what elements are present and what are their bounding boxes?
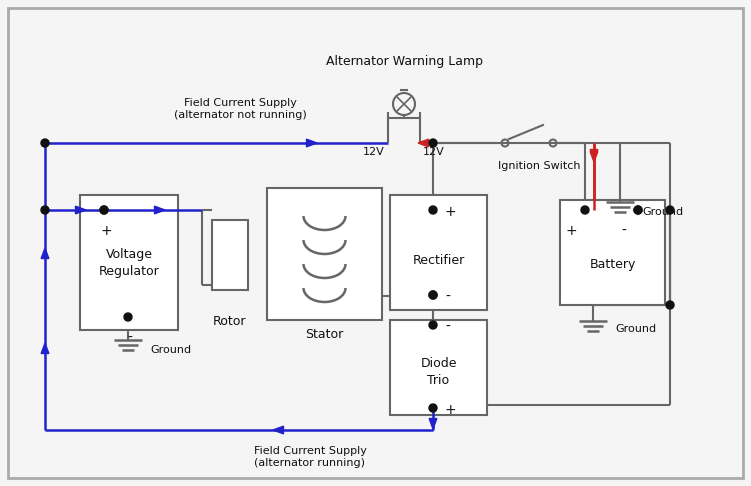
Circle shape — [429, 291, 437, 299]
Text: Field Current Supply
(alternator running): Field Current Supply (alternator running… — [254, 446, 366, 469]
Text: -: - — [445, 290, 450, 304]
Bar — [267, 188, 382, 320]
Polygon shape — [590, 152, 598, 162]
Polygon shape — [155, 206, 165, 214]
Circle shape — [41, 139, 49, 147]
Circle shape — [666, 206, 674, 214]
Circle shape — [634, 206, 642, 214]
Polygon shape — [273, 426, 283, 434]
Polygon shape — [306, 139, 317, 147]
Bar — [390, 320, 487, 415]
Polygon shape — [590, 150, 598, 160]
Circle shape — [429, 404, 437, 412]
Text: Voltage
Regulator: Voltage Regulator — [98, 247, 159, 278]
Polygon shape — [418, 139, 429, 147]
Text: Rectifier: Rectifier — [412, 254, 465, 267]
Circle shape — [100, 206, 108, 214]
Text: Ignition Switch: Ignition Switch — [498, 161, 581, 171]
Text: Alternator Warning Lamp: Alternator Warning Lamp — [325, 55, 482, 68]
Text: Field Current Supply
(alternator not running): Field Current Supply (alternator not run… — [173, 98, 306, 120]
Bar — [390, 195, 487, 310]
Text: +: + — [445, 403, 457, 417]
Bar — [80, 195, 178, 330]
Polygon shape — [41, 343, 49, 353]
Text: +: + — [100, 224, 112, 238]
Circle shape — [429, 139, 437, 147]
Circle shape — [124, 313, 132, 321]
Text: Ground: Ground — [642, 207, 683, 217]
Text: Ground: Ground — [150, 345, 191, 355]
Circle shape — [41, 206, 49, 214]
Text: -: - — [445, 320, 450, 334]
Text: -: - — [622, 224, 626, 238]
Polygon shape — [76, 206, 86, 214]
Text: Rotor: Rotor — [213, 315, 247, 328]
Circle shape — [429, 291, 437, 299]
Circle shape — [634, 206, 642, 214]
Bar — [560, 200, 665, 305]
Text: 12V: 12V — [363, 147, 385, 157]
Circle shape — [429, 206, 437, 214]
Circle shape — [100, 206, 108, 214]
Text: Diode
Trio: Diode Trio — [421, 357, 457, 386]
Text: Stator: Stator — [306, 328, 344, 341]
Circle shape — [581, 206, 589, 214]
Text: -: - — [128, 331, 132, 345]
Polygon shape — [429, 418, 437, 429]
Text: Battery: Battery — [590, 258, 635, 271]
Bar — [212, 220, 248, 290]
Circle shape — [666, 301, 674, 309]
Polygon shape — [41, 248, 49, 259]
Circle shape — [429, 321, 437, 329]
Text: +: + — [445, 205, 457, 219]
Text: 12V: 12V — [423, 147, 445, 157]
Text: Ground: Ground — [615, 324, 656, 334]
Text: +: + — [566, 224, 577, 238]
